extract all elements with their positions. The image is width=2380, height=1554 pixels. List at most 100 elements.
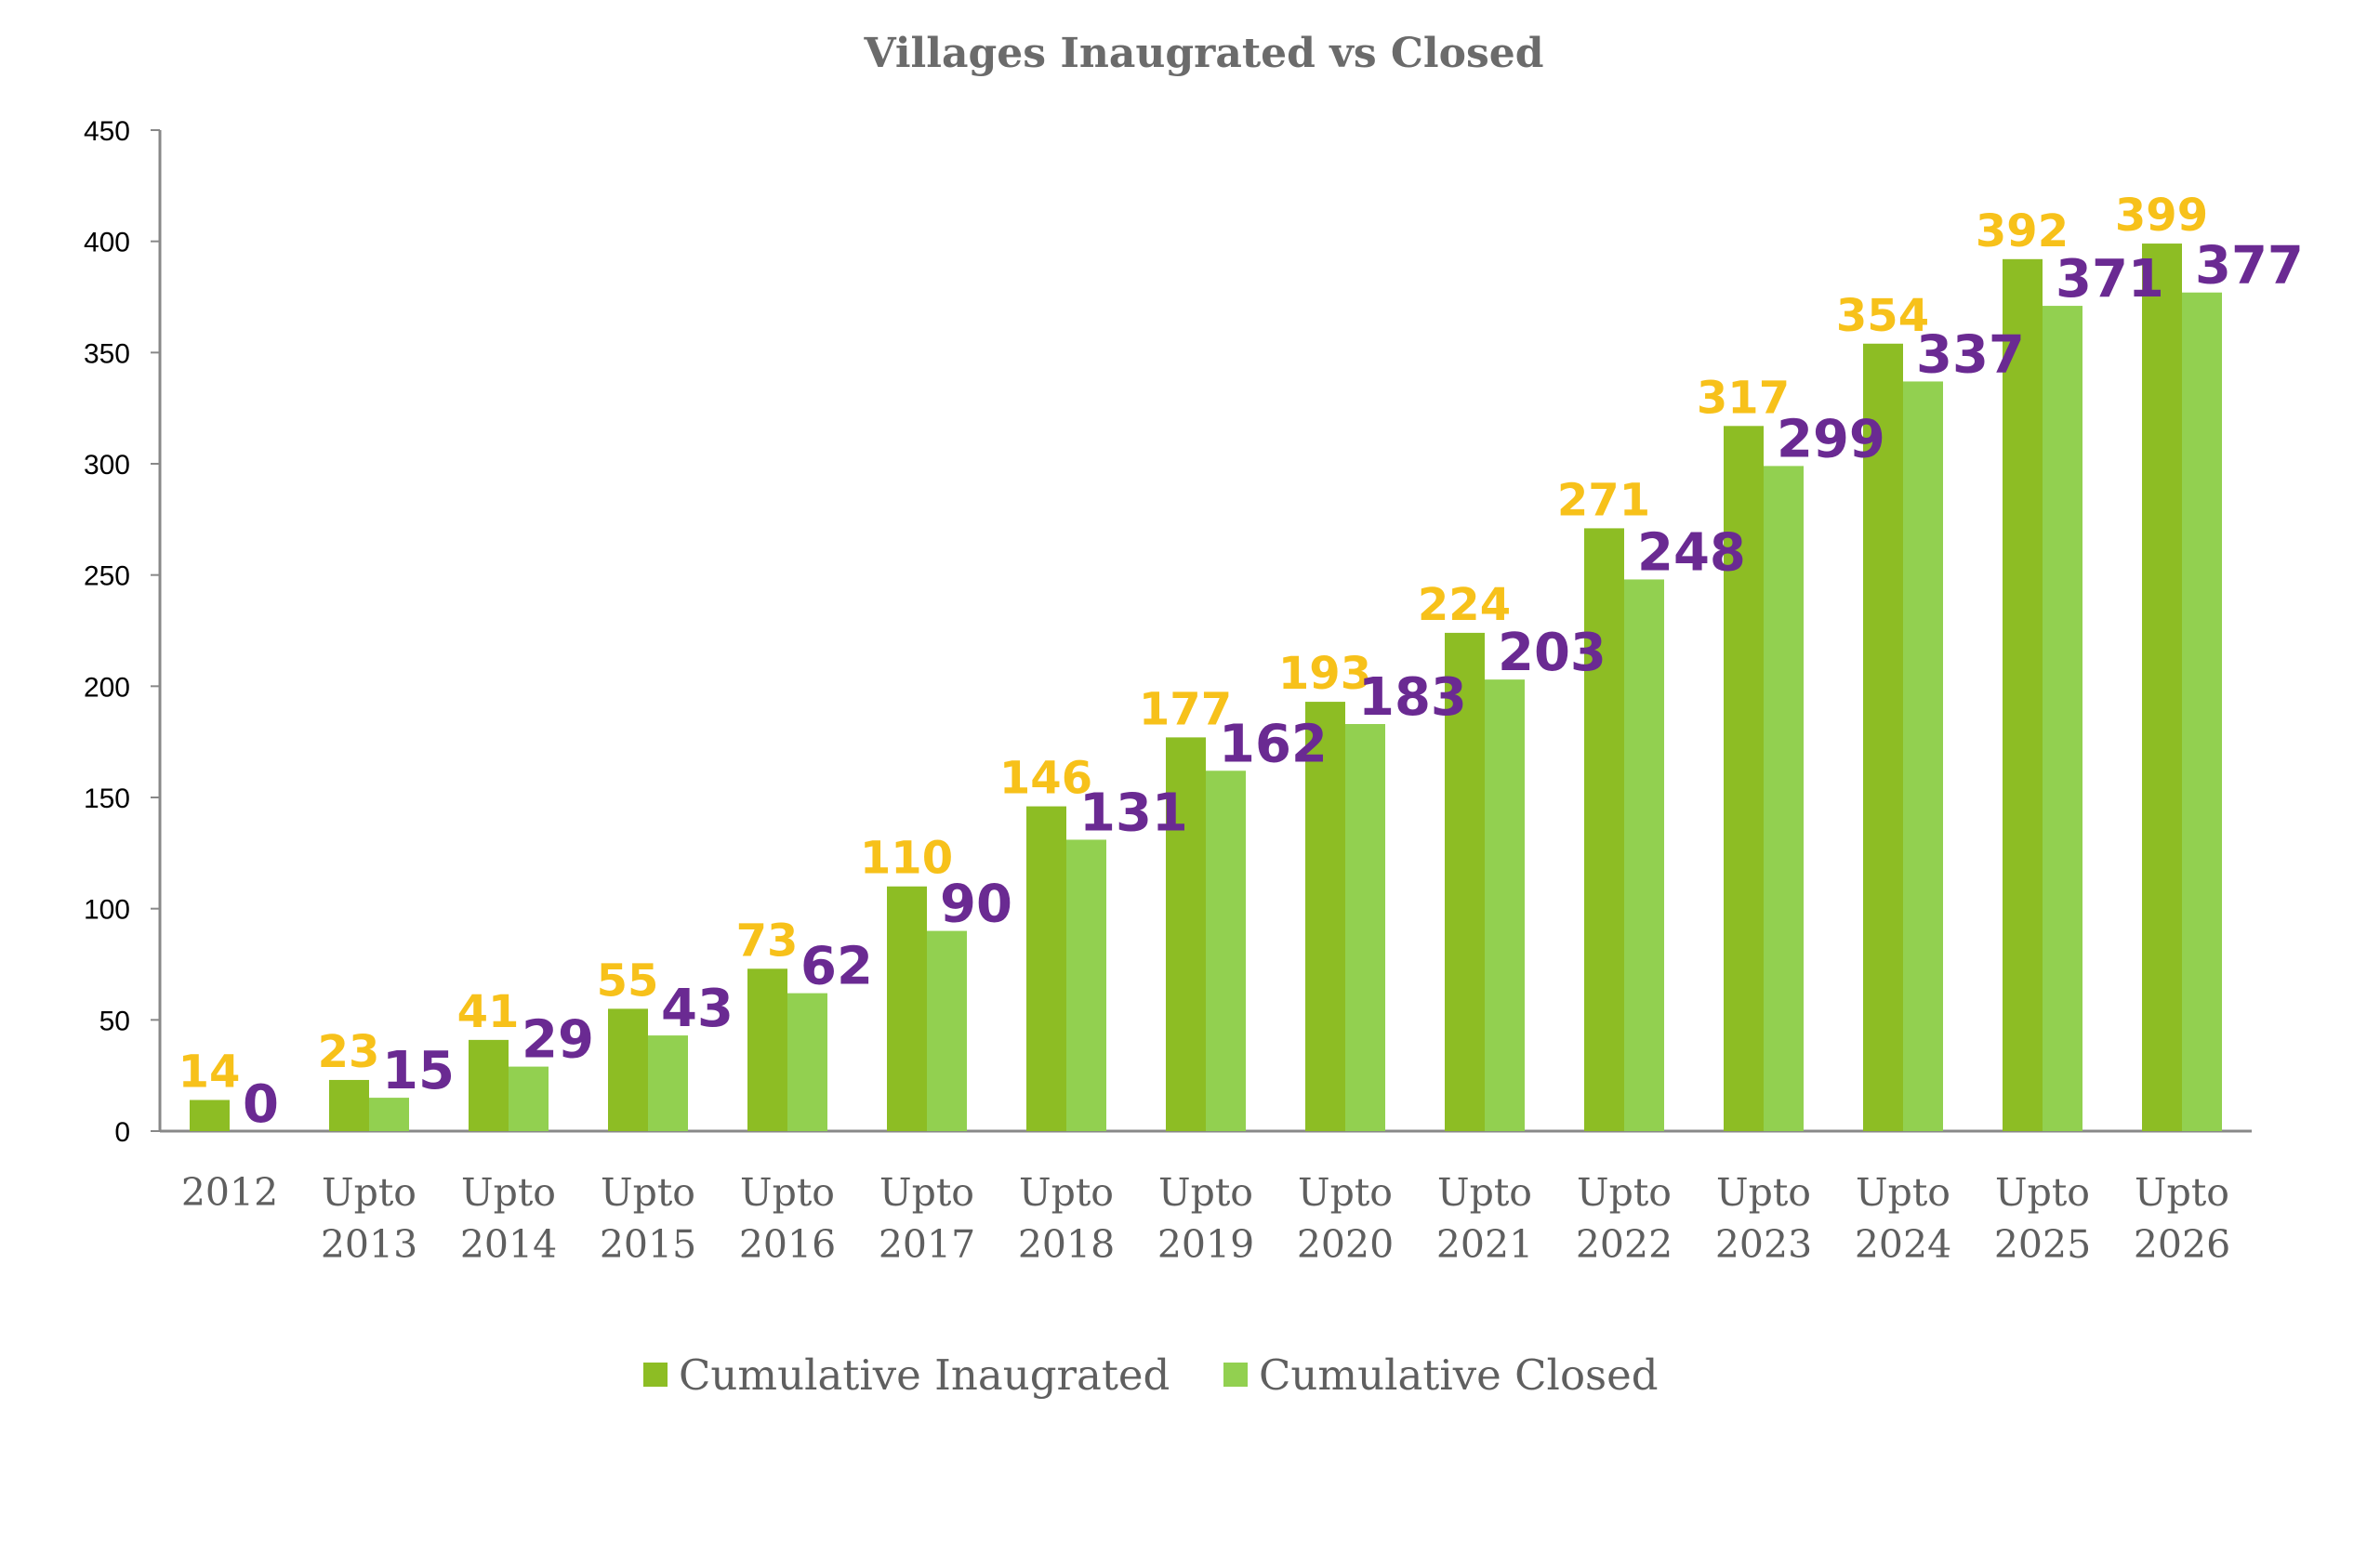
bar-inaugrated <box>1305 702 1345 1131</box>
x-tick-label: Upto <box>2135 1170 2229 1215</box>
bar-inaugrated <box>1026 806 1066 1131</box>
data-label-closed: 15 <box>382 1041 455 1101</box>
bar-closed <box>2043 306 2082 1131</box>
data-label-inaugrated: 23 <box>318 1026 380 1078</box>
x-tick-label: 2020 <box>1297 1222 1394 1267</box>
x-tick-label: 2025 <box>1994 1222 2091 1267</box>
data-label-inaugrated: 73 <box>736 915 799 967</box>
data-label-closed: 131 <box>1079 783 1188 843</box>
x-tick-label: 2016 <box>739 1222 836 1267</box>
bar-inaugrated <box>747 968 787 1131</box>
data-label-inaugrated: 55 <box>597 955 659 1007</box>
data-label-closed: 183 <box>1358 667 1467 728</box>
data-label-closed: 29 <box>522 1010 594 1071</box>
x-tick-label: Upto <box>1019 1170 1114 1215</box>
data-label-closed: 299 <box>1777 409 1885 469</box>
data-label-inaugrated: 193 <box>1278 648 1371 700</box>
x-tick-label: Upto <box>322 1170 416 1215</box>
x-tick-label: Upto <box>461 1170 556 1215</box>
y-tick-label: 350 <box>84 338 130 369</box>
bar-closed <box>2182 292 2222 1131</box>
data-label-closed: 337 <box>1916 324 2025 385</box>
y-tick-label: 0 <box>114 1117 130 1148</box>
bar-closed <box>1903 381 1943 1131</box>
bar-closed <box>1066 839 1106 1131</box>
data-label-closed: 0 <box>243 1074 279 1135</box>
y-tick-label: 300 <box>84 450 130 481</box>
y-tick-label: 250 <box>84 561 130 592</box>
bar-closed <box>787 993 827 1131</box>
data-label-closed: 43 <box>661 979 734 1039</box>
bar-closed <box>1764 466 1804 1132</box>
x-tick-label: 2012 <box>181 1170 278 1215</box>
data-label-closed: 248 <box>1637 522 1746 583</box>
bar-inaugrated <box>190 1100 230 1131</box>
bar-inaugrated <box>1863 343 1903 1131</box>
x-tick-label: Upto <box>1577 1170 1672 1215</box>
bar-inaugrated <box>2003 258 2043 1131</box>
x-tick-label: 2017 <box>879 1222 975 1267</box>
x-tick-label: Upto <box>1856 1170 1950 1215</box>
x-tick-label: 2019 <box>1157 1222 1254 1267</box>
bar-closed <box>369 1098 409 1131</box>
x-tick-label: 2014 <box>460 1222 557 1267</box>
bar-inaugrated <box>2142 244 2182 1131</box>
y-tick-label: 150 <box>84 784 130 814</box>
x-tick-label: 2026 <box>2134 1222 2230 1267</box>
x-tick-label: Upto <box>601 1170 695 1215</box>
x-tick-label: Upto <box>1298 1170 1393 1215</box>
bar-closed <box>927 930 967 1131</box>
data-label-closed: 203 <box>1498 623 1606 683</box>
data-label-inaugrated: 392 <box>1976 205 2069 257</box>
data-label-closed: 162 <box>1219 714 1328 774</box>
x-tick-label: 2024 <box>1855 1222 1951 1267</box>
data-label-inaugrated: 41 <box>457 986 520 1038</box>
bar-inaugrated <box>608 1008 648 1131</box>
x-tick-label: 2021 <box>1436 1222 1533 1267</box>
y-tick-label: 50 <box>99 1006 130 1036</box>
data-label-inaugrated: 177 <box>1139 683 1232 735</box>
legend-swatch-closed <box>1223 1363 1248 1387</box>
x-tick-label: Upto <box>1158 1170 1253 1215</box>
x-tick-label: Upto <box>1716 1170 1811 1215</box>
data-label-inaugrated: 354 <box>1836 290 1929 342</box>
data-label-inaugrated: 224 <box>1418 579 1511 631</box>
data-label-inaugrated: 317 <box>1697 372 1790 424</box>
x-tick-label: 2023 <box>1715 1222 1812 1267</box>
data-label-inaugrated: 271 <box>1557 474 1650 526</box>
data-labels: 14 23 41 55 73 110 146 177 193 224 271 317 354 392 399… <box>178 190 2304 1135</box>
x-tick-label: 2018 <box>1018 1222 1115 1267</box>
x-tick-label: 2015 <box>600 1222 696 1267</box>
x-tick-label: Upto <box>1995 1170 2090 1215</box>
bar-inaugrated <box>887 886 927 1131</box>
bar-closed <box>1206 770 1246 1131</box>
bar-closed <box>1624 579 1664 1131</box>
bars <box>190 244 2222 1132</box>
bar-closed <box>509 1066 549 1131</box>
data-label-closed: 371 <box>2056 249 2164 309</box>
x-tick-label: Upto <box>740 1170 835 1215</box>
bar-closed <box>648 1035 688 1131</box>
bar-inaugrated <box>329 1079 369 1131</box>
data-label-inaugrated: 146 <box>999 753 1092 805</box>
legend-label-inaugrated: Cumulative Inaugrated <box>679 1350 1170 1400</box>
y-axis: 0 50 100 150 200 250 300 350 400 450 <box>84 116 162 1148</box>
bar-inaugrated <box>1584 528 1624 1131</box>
data-label-closed: 90 <box>940 875 1012 935</box>
x-tick-label: Upto <box>1437 1170 1532 1215</box>
data-label-closed: 62 <box>800 937 873 997</box>
bar-inaugrated <box>1724 426 1764 1131</box>
x-tick-label: Upto <box>879 1170 974 1215</box>
x-tick-label: 2013 <box>321 1222 417 1267</box>
data-label-inaugrated: 399 <box>2115 190 2208 242</box>
legend-swatch-inaugrated <box>643 1363 668 1387</box>
chart-title: Villages Inaugrated vs Closed <box>863 30 1543 77</box>
x-tick-label: 2022 <box>1576 1222 1673 1267</box>
bar-inaugrated <box>469 1039 509 1131</box>
y-tick-label: 100 <box>84 895 130 926</box>
bar-closed <box>1345 724 1385 1131</box>
data-label-inaugrated: 14 <box>178 1046 241 1098</box>
y-tick-label: 200 <box>84 672 130 703</box>
